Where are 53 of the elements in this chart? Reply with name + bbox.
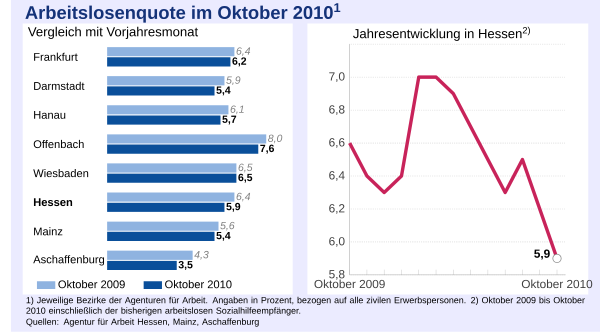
chart-subtitle: Vergleich mit Vorjahresmonat (28, 26, 198, 40)
data-label: 6,5 (238, 174, 252, 183)
y-tick-label: Hanau (34, 111, 66, 119)
y-tick-label: Wiesbaden (33, 169, 88, 178)
annotation: 5,9 (534, 250, 550, 260)
data-label: 5,9 (226, 76, 240, 86)
data-label: 6,2 (232, 57, 246, 66)
y-tick-label: 6,6 (329, 138, 345, 148)
y-tick-label: Mainz (34, 227, 62, 236)
y-tick-label: 6,4 (329, 171, 345, 181)
y-tick-label: Aschaffenburg (33, 255, 104, 266)
data-label: 5,4 (216, 86, 231, 96)
data-label: 5,6 (220, 222, 235, 231)
y-tick-label: 6,2 (329, 204, 344, 214)
data-label: 3,5 (178, 261, 193, 270)
bar (107, 116, 220, 125)
text: 1) Jeweilige Bezirke der Agenturen für Arbeit. Angaben in Prozent, bezogen auf alle zivilen Erwerbspersonen. 2) Oktober 2009 bis Oktober 2010 einschließlich der bisherigen arbeitslosen Sozialhilfeempfänger. (26, 296, 585, 316)
data-label: 6,4 (236, 192, 250, 202)
source-note: Quellen: Agentur für Arbeit Hessen, Mainz, Aschaffenburg (26, 318, 259, 327)
data-label: 6,1 (230, 106, 244, 114)
data-label: 5,7 (222, 116, 236, 125)
bar (107, 144, 258, 154)
data-label: 8,0 (268, 134, 282, 144)
bar (107, 76, 224, 86)
bar (107, 57, 230, 67)
y-tick-label: 7,0 (329, 72, 345, 82)
y-tick-label: 6,8 (329, 105, 345, 116)
bar (107, 163, 236, 173)
data-label: 5,4 (216, 232, 231, 241)
bar (107, 86, 215, 96)
bar (107, 232, 215, 242)
y-tick-label: Darmstadt (34, 82, 84, 90)
data-label: 4,3 (194, 251, 209, 260)
bar (107, 47, 234, 56)
bar (107, 105, 228, 114)
y-tick-label: Offenbach (34, 140, 84, 148)
data-label: 6,4 (236, 47, 250, 56)
y-tick-label: 6,0 (329, 237, 345, 247)
bar (107, 192, 234, 202)
y-tick-label: Frankfurt (34, 52, 78, 61)
bar (107, 134, 266, 144)
bar (107, 202, 224, 212)
data-label: 6,5 (238, 164, 253, 172)
y-tick-label: Hessen (34, 198, 72, 206)
bar (107, 260, 177, 270)
bar (107, 222, 218, 231)
chart-title: Arbeitslosenquote im Oktober 2010$^{1}$ (25, 3, 340, 23)
y-tick-label: 5,8 (329, 270, 345, 280)
bar (107, 174, 236, 183)
chart-title: Jahresentwicklung in Hessen$^{2)}$ (353, 26, 530, 41)
data-label: 5,9 (226, 202, 240, 212)
bar (107, 250, 193, 260)
data-label: 7,6 (260, 144, 274, 154)
